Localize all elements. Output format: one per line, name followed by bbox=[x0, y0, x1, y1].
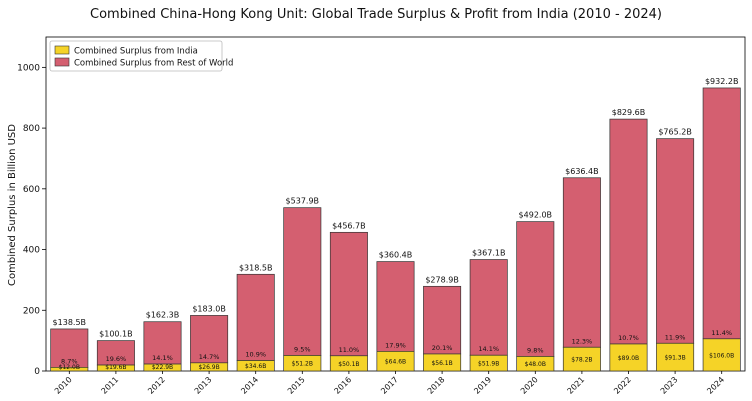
india-value-label: $19.6B bbox=[105, 364, 126, 371]
y-tick-label: 600 bbox=[23, 185, 40, 195]
india-share-label: 8.7% bbox=[61, 357, 78, 365]
total-value-label: $360.4B bbox=[379, 251, 412, 260]
x-tick-label: 2018 bbox=[426, 375, 447, 396]
bar-india bbox=[656, 342, 695, 372]
india-share-label: 10.9% bbox=[245, 350, 266, 358]
bar-rest-of-world bbox=[516, 221, 555, 357]
bar-rest-of-world bbox=[236, 273, 275, 361]
y-tick-label: 200 bbox=[23, 306, 40, 316]
x-tick-label: 2011 bbox=[100, 375, 121, 396]
india-value-label: $51.9B bbox=[478, 361, 499, 368]
legend-swatch bbox=[54, 45, 70, 55]
plot-area: 0 200 400 600 800 1000 $138.5B 8.7%$12.0B 2010 $1… bbox=[17, 36, 746, 396]
bar-rest-of-world bbox=[469, 259, 508, 356]
india-value-label: $26.9B bbox=[198, 364, 219, 371]
india-share-label: 14.1% bbox=[152, 354, 173, 362]
bar-india bbox=[702, 338, 741, 372]
india-share-label: 20.1% bbox=[432, 344, 453, 352]
india-value-label: $64.6B bbox=[385, 359, 406, 366]
bar-rest-of-world bbox=[329, 231, 368, 357]
x-tick-label: 2017 bbox=[379, 375, 400, 396]
india-value-label: $50.1B bbox=[338, 361, 359, 368]
y-tick-label: 400 bbox=[23, 246, 40, 256]
legend-swatch bbox=[54, 57, 70, 67]
bar-rest-of-world bbox=[190, 315, 229, 364]
total-value-label: $537.9B bbox=[286, 197, 319, 206]
india-value-label: $78.2B bbox=[571, 357, 592, 364]
bar-rest-of-world bbox=[562, 177, 601, 348]
y-tick-label: 1000 bbox=[17, 63, 40, 73]
total-value-label: $829.6B bbox=[612, 108, 645, 117]
bar-india bbox=[609, 343, 648, 372]
india-share-label: 9.8% bbox=[527, 346, 544, 354]
india-share-label: 11.9% bbox=[665, 333, 686, 341]
total-value-label: $456.7B bbox=[332, 221, 365, 230]
bar-rest-of-world bbox=[376, 261, 415, 352]
y-tick-label: 0 bbox=[34, 367, 40, 377]
india-share-label: 12.3% bbox=[572, 337, 593, 345]
y-tick-label: 800 bbox=[23, 124, 40, 134]
india-value-label: $106.0B bbox=[709, 352, 734, 359]
x-tick-label: 2013 bbox=[193, 375, 214, 396]
total-value-label: $183.0B bbox=[192, 304, 225, 313]
total-value-label: $100.1B bbox=[99, 330, 132, 339]
total-value-label: $932.2B bbox=[705, 77, 738, 86]
india-share-label: 17.9% bbox=[385, 341, 406, 349]
bar-rest-of-world bbox=[609, 118, 648, 345]
total-value-label: $636.4B bbox=[565, 167, 598, 176]
total-value-label: $318.5B bbox=[239, 263, 272, 272]
india-share-label: 19.6% bbox=[106, 355, 127, 363]
india-value-label: $91.3B bbox=[664, 355, 685, 362]
bar-rest-of-world bbox=[143, 321, 182, 365]
y-axis-label: Combined Surplus in Billion USD bbox=[7, 124, 18, 286]
bar-rest-of-world bbox=[96, 340, 135, 366]
bar-rest-of-world bbox=[283, 207, 322, 356]
bar-rest-of-world bbox=[656, 138, 695, 344]
india-value-label: $51.2B bbox=[292, 361, 313, 368]
bar-rest-of-world bbox=[50, 328, 89, 368]
x-tick-label: 2019 bbox=[472, 375, 493, 396]
india-value-label: $12.0B bbox=[59, 364, 80, 371]
legend-entry: Combined Surplus from Rest of World bbox=[74, 59, 233, 69]
total-value-label: $765.2B bbox=[658, 128, 691, 137]
total-value-label: $138.5B bbox=[53, 318, 86, 327]
legend-box bbox=[49, 40, 223, 72]
total-value-label: $162.3B bbox=[146, 311, 179, 320]
india-share-label: 10.7% bbox=[618, 334, 639, 342]
total-value-label: $492.0B bbox=[519, 211, 552, 220]
x-tick-label: 2021 bbox=[566, 375, 587, 396]
india-value-label: $34.6B bbox=[245, 363, 266, 370]
x-tick-label: 2010 bbox=[53, 375, 74, 396]
india-value-label: $22.9B bbox=[152, 364, 173, 371]
x-tick-label: 2014 bbox=[239, 375, 260, 396]
legend-entry: Combined Surplus from India bbox=[74, 47, 198, 57]
india-value-label: $56.1B bbox=[431, 360, 452, 367]
india-share-label: 14.1% bbox=[478, 345, 499, 353]
x-tick-label: 2022 bbox=[612, 375, 633, 396]
x-tick-label: 2024 bbox=[705, 375, 726, 396]
x-tick-label: 2015 bbox=[286, 375, 307, 396]
total-value-label: $367.1B bbox=[472, 249, 505, 258]
india-share-label: 9.5% bbox=[294, 345, 311, 353]
india-share-label: 11.0% bbox=[339, 346, 360, 354]
legend: Combined Surplus from India Combined Surp… bbox=[49, 40, 233, 72]
total-value-label: $278.9B bbox=[425, 275, 458, 284]
india-share-label: 11.4% bbox=[711, 329, 732, 337]
chart-title: Combined China-Hong Kong Unit: Global Tr… bbox=[90, 7, 662, 22]
india-value-label: $89.0B bbox=[618, 355, 639, 362]
bar-rest-of-world bbox=[423, 285, 462, 355]
x-tick-label: 2020 bbox=[519, 375, 540, 396]
x-tick-label: 2012 bbox=[146, 375, 167, 396]
x-tick-label: 2023 bbox=[659, 375, 680, 396]
x-tick-label: 2016 bbox=[333, 375, 354, 396]
india-value-label: $48.0B bbox=[525, 361, 546, 368]
bar-rest-of-world bbox=[702, 87, 741, 340]
india-share-label: 14.7% bbox=[199, 353, 220, 361]
